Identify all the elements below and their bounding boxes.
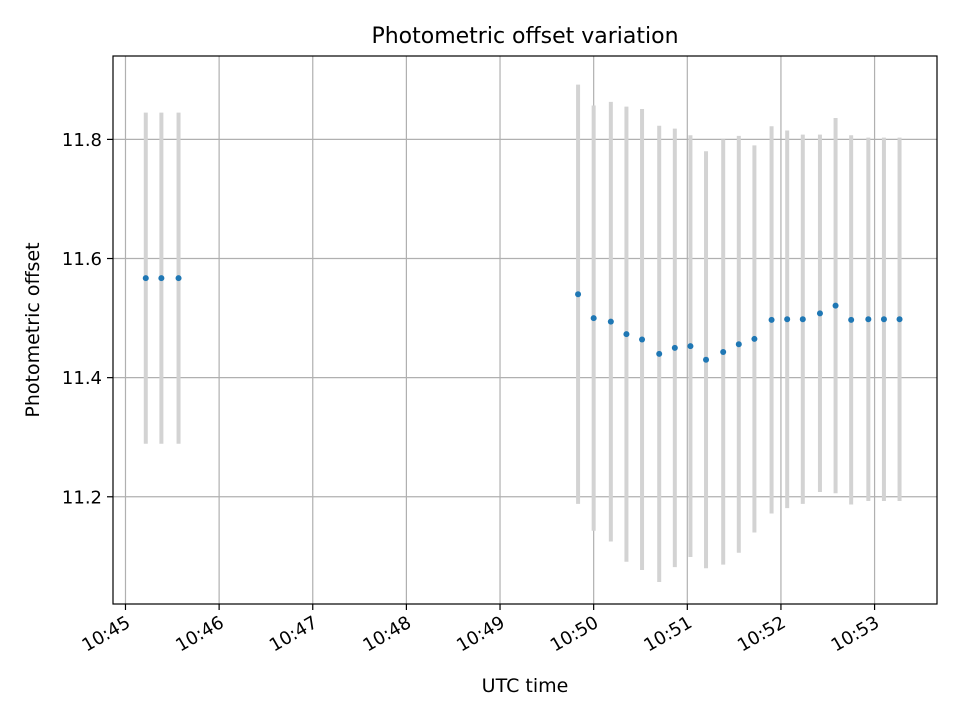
y-tick-label: 11.8: [62, 130, 102, 151]
data-point: [142, 275, 149, 282]
data-point: [720, 349, 727, 356]
data-point: [175, 275, 182, 282]
plot-frame: [112, 55, 938, 605]
y-tick-label: 11.2: [62, 487, 102, 508]
y-tick-label: 11.4: [62, 368, 102, 389]
data-point: [671, 344, 678, 351]
data-point: [575, 291, 582, 298]
x-axis-label: UTC time: [482, 675, 569, 697]
data-point: [735, 341, 742, 348]
data-point: [751, 335, 758, 342]
points: [142, 275, 903, 363]
data-point: [865, 316, 872, 323]
y-axis-label: Photometric offset: [22, 242, 44, 417]
data-point: [590, 315, 597, 322]
data-point: [784, 316, 791, 323]
chart-title: Photometric offset variation: [371, 24, 678, 49]
data-point: [703, 356, 710, 363]
data-point: [158, 275, 165, 282]
data-point: [799, 316, 806, 323]
y-tick-label: 11.6: [62, 249, 102, 270]
data-point: [880, 316, 887, 323]
data-point: [848, 316, 855, 323]
data-point: [687, 343, 694, 350]
data-point: [623, 331, 630, 338]
grid: [113, 56, 937, 604]
data-point: [607, 318, 614, 325]
data-point: [639, 336, 646, 343]
data-point: [832, 302, 839, 309]
data-point: [656, 350, 663, 357]
data-point: [896, 316, 903, 323]
y-axis-ticks: 11.2 11.4 11.6 11.8: [62, 130, 113, 508]
data-point: [768, 316, 775, 323]
data-point: [816, 310, 823, 317]
